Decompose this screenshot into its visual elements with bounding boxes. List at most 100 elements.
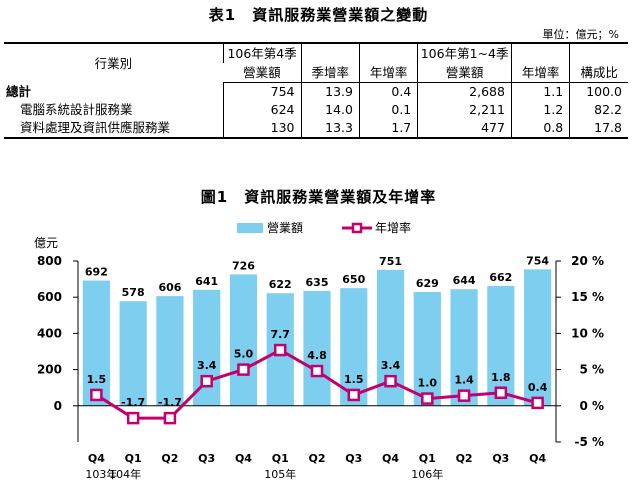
- cell-q4-revenue: 754: [222, 82, 302, 101]
- revenue-table: 行業別 106年第4季 季增率 年增率 106年第1~4季 年增率 構成比 營業…: [4, 42, 628, 139]
- y-right-tick-label: 15 %: [571, 290, 604, 304]
- bar: [193, 289, 221, 406]
- cell-q4-yoy: 0.1: [358, 101, 418, 119]
- growth-value-label: -1.7: [121, 396, 145, 409]
- cell-q4-yoy: 0.4: [358, 82, 418, 101]
- growth-marker: [494, 386, 508, 400]
- legend-label-growth: 年增率: [375, 220, 411, 235]
- bar-value-label: 578: [122, 286, 145, 299]
- x-year-label: 105年: [264, 467, 296, 481]
- growth-marker: [126, 411, 140, 425]
- chart-title: 圖1 資訊服務業營業額及年增率: [200, 188, 437, 206]
- y-right-tick-label: -5 %: [574, 435, 604, 449]
- growth-value-label: 1.4: [454, 374, 474, 387]
- legend-marker-growth: [351, 222, 363, 234]
- cell-ytd-yoy: 1.2: [510, 101, 570, 119]
- header-ytd-yoy: 年增率: [510, 42, 570, 83]
- x-tick-label: Q2: [456, 452, 473, 465]
- x-tick-label: Q1: [125, 452, 142, 465]
- x-tick-label: Q3: [492, 452, 509, 465]
- cell-share: 82.2: [569, 101, 628, 119]
- growth-value-label: 7.7: [270, 328, 290, 341]
- cell-q4-revenue: 130: [222, 119, 302, 139]
- cell-q4-qoq: 14.0: [300, 101, 360, 119]
- table-row: 資料處理及資訊供應服務業 130 13.3 1.7 477 0.8 17.8: [4, 119, 628, 139]
- legend-label-revenue: 營業額: [267, 221, 303, 235]
- table-title: 表1 資訊服務業營業額之變動: [208, 6, 429, 24]
- growth-value-label: 1.5: [87, 373, 107, 386]
- growth-value-label: 0.4: [528, 381, 548, 394]
- growth-value-label: 1.5: [344, 373, 364, 386]
- bar: [524, 269, 552, 406]
- cell-q4-qoq: 13.9: [300, 82, 360, 101]
- legend-swatch-revenue: [237, 223, 263, 233]
- cell-ytd-yoy: 1.1: [510, 82, 570, 101]
- x-tick-label: Q4: [529, 452, 546, 465]
- header-ytd-share: 構成比: [569, 42, 628, 83]
- table-row: 總計 754 13.9 0.4 2,688 1.1 100.0: [4, 82, 628, 101]
- x-tick-label: Q2: [161, 452, 178, 465]
- y-left-tick-label: 600: [37, 290, 62, 304]
- y-left-tick-label: 400: [37, 326, 62, 340]
- bar-value-label: 650: [342, 273, 365, 286]
- y-right-tick-label: 20 %: [571, 254, 604, 268]
- x-year-label: 103年: [85, 467, 117, 481]
- cell-ytd-revenue: 477: [417, 119, 512, 139]
- x-tick-label: Q3: [198, 452, 215, 465]
- header-industry: 行業別: [4, 42, 224, 83]
- bar: [413, 291, 441, 406]
- row-name: 總計: [6, 83, 32, 99]
- bar: [303, 290, 331, 406]
- header-q4-revenue: 營業額: [223, 63, 302, 83]
- growth-value-label: 1.8: [491, 371, 511, 384]
- bar-value-label: 606: [158, 281, 181, 294]
- row-name: 資料處理及資訊供應服務業: [4, 119, 224, 139]
- x-tick-label: Q4: [235, 452, 252, 465]
- growth-value-label: 5.0: [234, 348, 254, 361]
- header-q4-yoy: 年增率: [358, 42, 418, 83]
- x-year-label: 106年: [411, 467, 443, 481]
- y-left-tick-label: 0: [54, 399, 62, 413]
- x-tick-label: Q4: [88, 452, 105, 465]
- cell-q4-qoq: 13.3: [300, 119, 360, 139]
- bar: [340, 288, 368, 406]
- row-name: 電腦系統設計服務業: [20, 102, 133, 117]
- bar-value-label: 641: [195, 275, 218, 288]
- growth-marker: [310, 364, 324, 378]
- bar-value-label: 751: [379, 255, 402, 268]
- growth-value-label: 3.4: [197, 359, 217, 372]
- bar: [82, 280, 110, 406]
- growth-marker: [237, 363, 250, 376]
- cell-ytd-yoy: 0.8: [510, 119, 570, 139]
- x-tick-label: Q1: [419, 452, 436, 465]
- bar-value-label: 726: [232, 259, 255, 272]
- growth-marker: [384, 374, 397, 388]
- bar-value-label: 662: [489, 271, 512, 284]
- x-tick-label: Q3: [345, 452, 362, 465]
- growth-marker: [200, 374, 213, 388]
- header-ytd-group: 106年第1~4季: [417, 42, 512, 63]
- x-tick-label: Q1: [272, 452, 289, 465]
- bar-value-label: 754: [526, 254, 549, 267]
- table-unit: 單位：億元；%: [542, 28, 619, 41]
- bar: [119, 301, 147, 406]
- growth-marker: [531, 396, 544, 410]
- cell-ytd-revenue: 2,688: [417, 82, 512, 101]
- header-ytd-revenue: 營業額: [417, 63, 512, 83]
- cell-q4-revenue: 624: [222, 101, 302, 119]
- cell-share: 17.8: [569, 119, 628, 139]
- y-right-tick-label: 5 %: [579, 363, 604, 377]
- y-right-tick-label: 0 %: [579, 399, 604, 413]
- y-left-tick-label: 800: [37, 254, 62, 268]
- bar-value-label: 644: [453, 274, 476, 287]
- y-axis-label: 億元: [34, 236, 58, 250]
- bar: [156, 296, 184, 406]
- bar-value-label: 692: [85, 266, 108, 279]
- bar: [450, 289, 478, 406]
- cell-q4-yoy: 1.7: [358, 119, 418, 139]
- header-q4-group: 106年第4季: [222, 42, 302, 63]
- cell-ytd-revenue: 2,211: [417, 101, 512, 119]
- x-tick-label: Q2: [308, 452, 325, 465]
- growth-value-label: 1.0: [418, 377, 438, 390]
